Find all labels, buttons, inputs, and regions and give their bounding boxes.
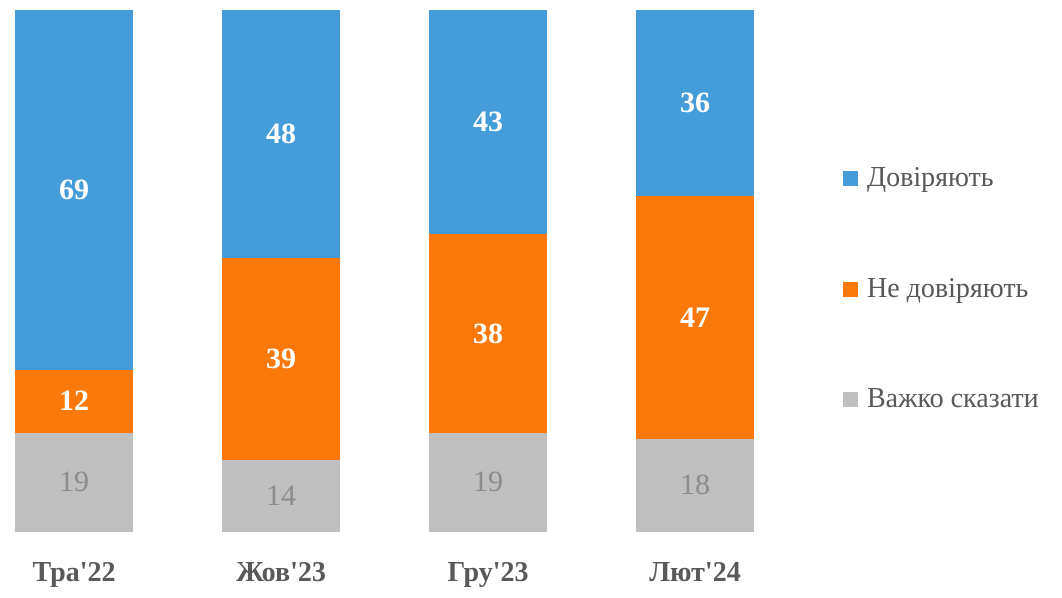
bar-segment-distrust: 12 [15, 370, 133, 433]
bar-column-gru23: 43 38 19 [429, 10, 547, 532]
legend-label: Довіряють [867, 162, 994, 193]
bar-column-tra22: 69 12 19 [15, 10, 133, 532]
value-label: 69 [59, 173, 89, 207]
value-label: 38 [473, 316, 503, 350]
value-label: 14 [266, 478, 296, 512]
value-label: 12 [59, 384, 89, 418]
plot-area: 69 12 19 48 39 14 43 38 19 36 [15, 10, 754, 532]
bar-segment-trust: 43 [429, 10, 547, 235]
bar-segment-hard-to-say: 18 [636, 438, 754, 532]
bar-segment-hard-to-say: 14 [222, 459, 340, 532]
value-label: 47 [680, 300, 710, 334]
value-label: 48 [266, 117, 296, 151]
bar-segment-distrust: 47 [636, 196, 754, 439]
legend-swatch-trust-icon [843, 170, 858, 186]
legend-item-distrust: Не довіряють [843, 273, 1028, 305]
legend-label: Не довіряють [867, 273, 1029, 304]
legend-item-trust: Довіряють [843, 162, 994, 194]
x-axis-label-gru23: Гру'23 [447, 557, 529, 588]
bar-segment-distrust: 38 [429, 234, 547, 433]
bar-segment-trust: 36 [636, 10, 754, 197]
x-axis-label-lyut24: Лют'24 [649, 557, 741, 588]
bar-segment-distrust: 39 [222, 258, 340, 460]
legend-item-hard-to-say: Важко сказати [843, 383, 1039, 415]
bar-segment-trust: 48 [222, 10, 340, 259]
legend-label: Важко сказати [867, 383, 1039, 414]
value-label: 19 [473, 465, 503, 499]
legend-swatch-distrust-icon [843, 281, 858, 297]
bar-segment-hard-to-say: 19 [15, 432, 133, 532]
value-label: 18 [680, 468, 710, 502]
value-label: 43 [473, 105, 503, 139]
bar-segment-hard-to-say: 19 [429, 432, 547, 532]
bar-column-zhov23: 48 39 14 [222, 10, 340, 532]
bar-column-lyut24: 36 47 18 [636, 10, 754, 532]
bar-segment-trust: 69 [15, 10, 133, 371]
value-label: 19 [59, 465, 89, 499]
legend-swatch-hard-to-say-icon [843, 391, 858, 407]
value-label: 39 [266, 341, 296, 375]
x-axis-label-zhov23: Жов'23 [236, 557, 326, 588]
x-axis-label-tra22: Тра'22 [32, 557, 116, 588]
value-label: 36 [680, 86, 710, 120]
